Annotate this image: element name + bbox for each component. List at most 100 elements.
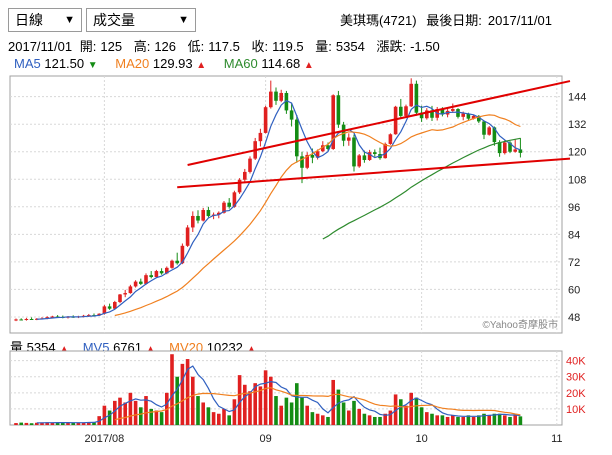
arrow-up-icon: ▲	[246, 344, 257, 355]
quote-date: 2017/11/01	[8, 39, 73, 54]
volume-bar	[248, 391, 252, 425]
volume-bar	[373, 416, 377, 425]
volume-bar	[237, 375, 242, 425]
candle-body	[404, 106, 408, 116]
mv20-line	[114, 387, 521, 421]
candle-body	[399, 106, 403, 116]
price-tick-label: 60	[568, 284, 580, 296]
volume-tick-label: 20K	[566, 388, 586, 400]
candle-body	[508, 142, 512, 152]
candle-body	[263, 107, 268, 133]
candle-body	[466, 113, 471, 119]
volume-bar	[352, 400, 356, 425]
volume-bar	[243, 384, 247, 425]
candle-body	[393, 106, 398, 135]
candle-body	[269, 91, 273, 108]
volume-bar	[61, 422, 65, 425]
volume-bar	[315, 413, 320, 425]
ma5-value: 121.50	[44, 56, 85, 71]
candle-body	[97, 313, 101, 316]
volume-bar	[466, 415, 471, 425]
candle-body	[326, 145, 330, 149]
ma60-line	[322, 137, 521, 240]
candle-body	[425, 110, 429, 119]
volume-bar	[430, 413, 434, 425]
candle-body	[414, 83, 419, 113]
volume-bar	[175, 376, 179, 425]
volume-bar	[321, 415, 325, 425]
volume-bar	[35, 422, 39, 425]
candle-body	[321, 145, 325, 152]
candle-body	[357, 155, 361, 167]
price-tick-label: 108	[568, 174, 586, 186]
candle-body	[102, 306, 107, 314]
price-tick-label: 72	[568, 257, 580, 269]
volume-bar	[451, 415, 455, 425]
volume-bar	[154, 410, 159, 425]
arrow-up-icon: ▲	[145, 344, 156, 355]
volume-bar	[253, 383, 257, 425]
candle-body	[222, 202, 226, 213]
volume-bar	[66, 422, 70, 425]
indicator-select[interactable]: 成交量 ▼	[86, 8, 196, 32]
volume-bar	[497, 413, 502, 425]
watermark: ©Yahoo奇摩股市	[482, 318, 558, 331]
price-tick-label: 144	[568, 92, 586, 104]
candle-body	[191, 215, 195, 228]
volume-bar	[425, 412, 429, 425]
volume-bar	[87, 422, 91, 425]
volume-bar	[518, 416, 523, 425]
volume-bar	[113, 400, 117, 425]
volume-bar	[201, 402, 205, 425]
candle-body	[279, 92, 283, 101]
candle-body	[128, 286, 133, 294]
candle-body	[237, 179, 242, 193]
volume-bar	[445, 416, 450, 425]
volume-bar	[128, 392, 133, 425]
x-tick-label: 09	[259, 433, 271, 445]
candle-body	[133, 281, 138, 287]
volume-bar	[362, 413, 367, 425]
ma20-value: 129.93	[152, 56, 193, 71]
volume-bar	[284, 397, 289, 425]
volume-bar	[227, 415, 231, 425]
volume-bar	[123, 402, 127, 425]
chevron-down-icon: ▼	[178, 14, 189, 26]
candle-body	[295, 119, 299, 157]
candle-body	[347, 137, 351, 141]
period-select[interactable]: 日線 ▼	[8, 8, 82, 32]
candle-body	[300, 156, 304, 168]
volume-bar	[71, 422, 75, 425]
volume-bar	[263, 370, 268, 425]
candle-body	[154, 271, 159, 278]
volume-bar	[14, 423, 18, 425]
candle-body	[50, 316, 55, 318]
last-date-label: 最後日期:	[426, 13, 482, 28]
volume-bar	[310, 412, 315, 425]
ma5-legend: MA5 121.50 ▼	[14, 56, 98, 71]
price-tick-label: 48	[568, 312, 580, 324]
ma5-label: MA5	[14, 56, 41, 71]
volume-bar	[211, 412, 216, 425]
close-value: 119.5	[272, 39, 304, 54]
quote-row: 2017/11/01 開: 125 高: 126 低: 117.5 收: 119.5 量…	[8, 36, 448, 55]
price-panel	[9, 75, 563, 334]
volume-bar	[513, 415, 517, 425]
last-date: 2017/11/01	[487, 13, 552, 28]
candle-body	[118, 294, 122, 303]
candle-body	[248, 158, 252, 172]
ma60-label: MA60	[223, 56, 258, 71]
volume-bar	[503, 415, 507, 425]
volume-bar	[81, 422, 86, 425]
ma5-line	[36, 99, 521, 320]
volume-bar	[139, 407, 143, 425]
stock-name: 美琪瑪(4721)	[340, 13, 417, 28]
candle-body	[175, 260, 179, 264]
candle-body	[497, 142, 502, 154]
candle-body	[170, 260, 174, 268]
volume-bar	[357, 408, 361, 425]
candle-body	[503, 142, 507, 154]
ma60-legend: MA60 114.68 ▲	[224, 56, 314, 71]
volume-bar	[492, 413, 497, 425]
